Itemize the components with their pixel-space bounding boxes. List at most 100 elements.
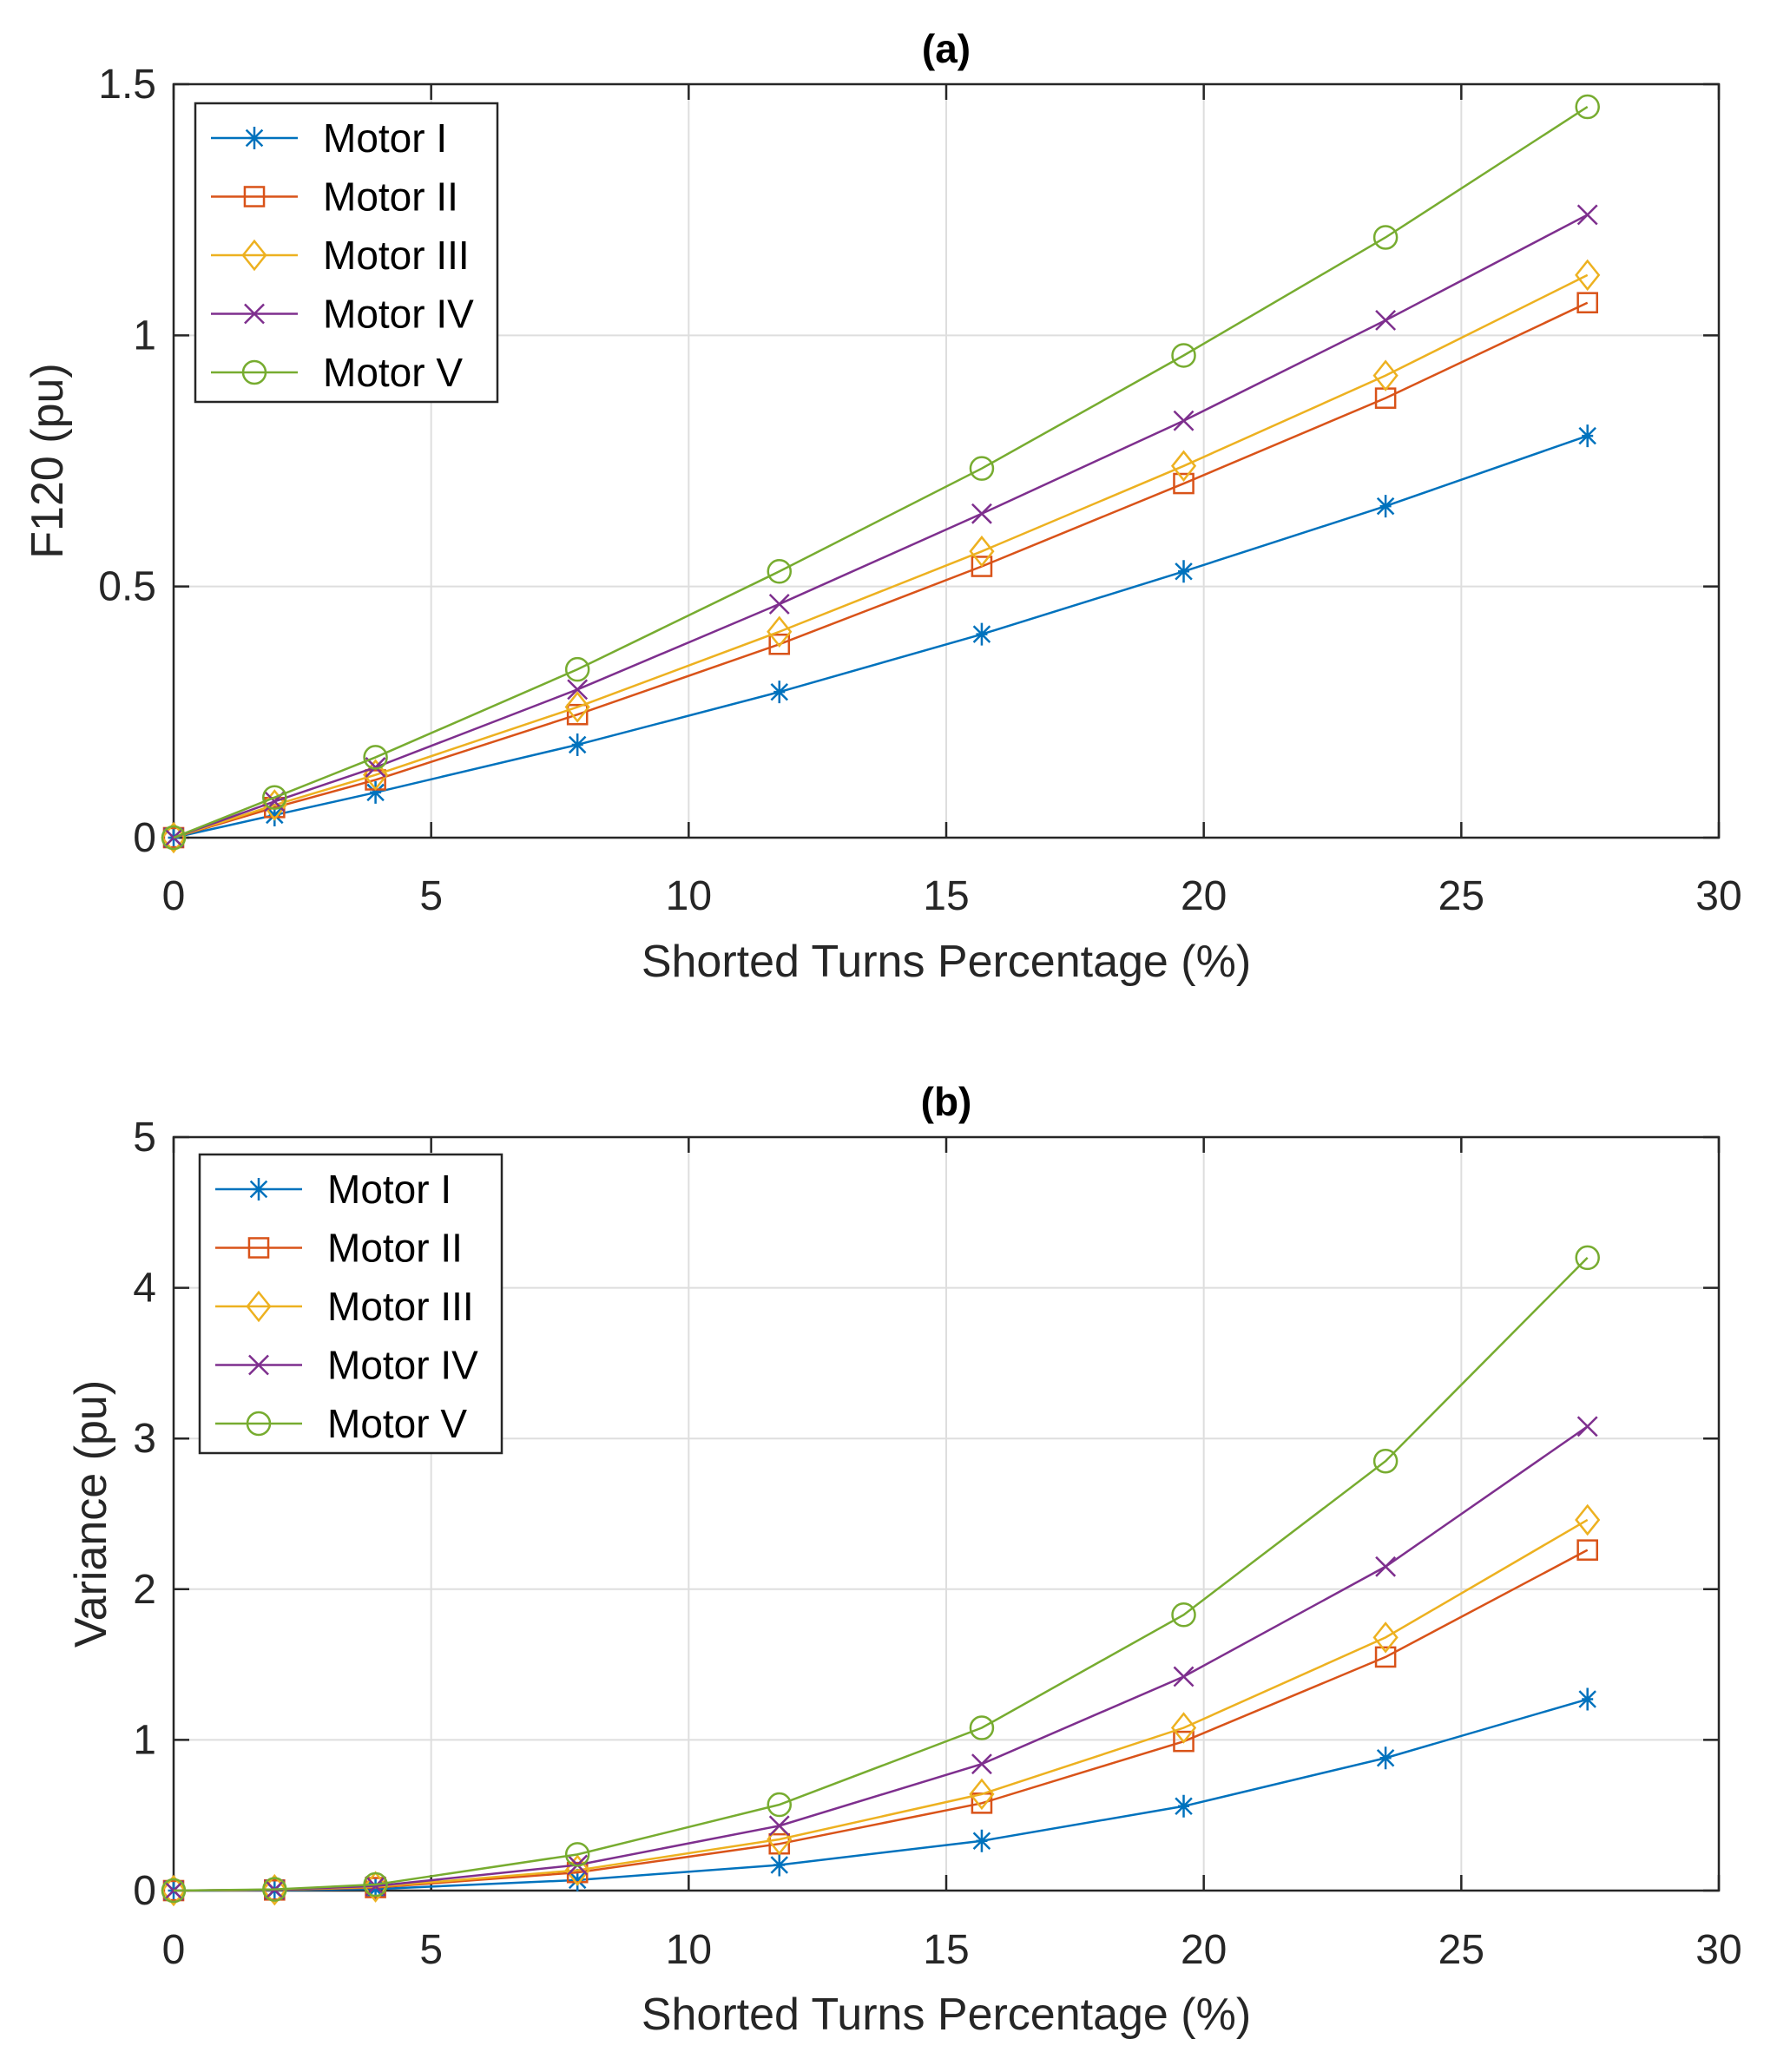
data-point: [770, 1853, 789, 1877]
legend-label: Motor II: [323, 174, 458, 220]
data-point: [1170, 450, 1197, 483]
data-point: [266, 803, 284, 826]
data-point: [1575, 1245, 1600, 1271]
data-point: [1175, 1794, 1193, 1818]
y-tick-label: 0.5: [98, 564, 156, 610]
legend-label: Motor III: [323, 233, 470, 278]
x-tick-label: 10: [666, 873, 712, 919]
chart-title: (a): [922, 26, 971, 71]
data-point: [1375, 1556, 1397, 1577]
data-point: [969, 1778, 995, 1811]
legend-label: Motor II: [327, 1226, 463, 1271]
data-point: [1578, 1687, 1596, 1711]
x-tick-label: 10: [666, 1927, 712, 1973]
legend-marker: [246, 1411, 272, 1437]
data-point: [971, 1753, 992, 1775]
legend-item: Motor III: [211, 233, 470, 278]
data-point: [1578, 424, 1596, 448]
data-point: [1173, 1730, 1195, 1753]
y-tick-label: 1.5: [98, 62, 156, 108]
data-point: [971, 503, 992, 524]
data-point: [1372, 225, 1399, 250]
data-point: [161, 825, 187, 851]
x-tick-label: 30: [1695, 1927, 1741, 1973]
legend-item: Motor IV: [211, 292, 474, 337]
x-tick-label: 5: [419, 1927, 443, 1973]
legend-label: Motor IV: [327, 1343, 478, 1388]
legend-marker: [246, 1290, 272, 1323]
data-point: [969, 535, 995, 568]
data-point: [1576, 1416, 1598, 1437]
legend-marker: [248, 1354, 269, 1376]
legend-marker: [243, 186, 266, 207]
y-axis-label: Variance (pu): [66, 1380, 116, 1648]
series-line: [173, 1256, 1589, 1892]
data-point: [568, 733, 587, 756]
legend-item: Motor II: [211, 174, 458, 220]
y-tick-label: 4: [133, 1266, 156, 1312]
legend-item: Motor V: [211, 350, 463, 395]
data-point: [1376, 1746, 1395, 1770]
data-point: [162, 826, 185, 849]
data-point: [262, 1877, 287, 1902]
data-point: [1173, 410, 1195, 431]
y-tick-label: 2: [133, 1567, 156, 1613]
data-point: [768, 633, 791, 655]
data-point: [362, 1871, 389, 1903]
legend-label: Motor V: [323, 350, 463, 395]
data-point: [1173, 1666, 1195, 1687]
data-point: [564, 656, 590, 682]
data-point: [568, 1868, 587, 1891]
x-axis-label: Shorted Turns Percentage (%): [642, 937, 1251, 987]
ticks: 0 5 10 15 20 25 30 0 0.5 1 1.5: [98, 62, 1741, 919]
x-axis-label: Shorted Turns Percentage (%): [642, 1990, 1251, 2040]
grid: [174, 1137, 1719, 1891]
legend: Motor I Motor II Motor III Motor IV Motor V: [194, 102, 499, 404]
legend-item: Motor III: [215, 1284, 474, 1329]
data-point: [1372, 1448, 1399, 1474]
data-point: [1374, 1646, 1397, 1668]
y-tick-label: 0: [133, 815, 156, 861]
data-point: [767, 615, 793, 648]
data-point: [365, 1875, 386, 1897]
legend-label: Motor V: [327, 1401, 467, 1446]
series-motor-iv: [163, 204, 1598, 848]
x-tick-label: 0: [162, 873, 186, 919]
data-point: [161, 1874, 187, 1907]
data-point: [768, 1815, 790, 1837]
data-point: [768, 593, 790, 615]
data-point: [971, 556, 993, 577]
data-point: [972, 1829, 991, 1852]
data-point: [767, 1792, 793, 1818]
data-point: [1576, 292, 1599, 314]
x-tick-label: 30: [1695, 873, 1741, 919]
x-tick-label: 25: [1438, 1927, 1484, 1973]
x-tick-label: 15: [923, 1927, 969, 1973]
x-tick-label: 0: [162, 1927, 186, 1973]
x-tick-label: 20: [1181, 1927, 1227, 1973]
data-point: [1170, 1712, 1197, 1744]
data-point: [1173, 472, 1195, 495]
x-tick-label: 5: [419, 873, 443, 919]
data-point: [1175, 560, 1193, 583]
legend-item: Motor V: [215, 1401, 467, 1446]
data-point: [770, 681, 789, 704]
data-point: [1372, 359, 1399, 391]
data-point: [969, 456, 995, 481]
series-motor-v: [161, 1245, 1600, 1904]
legend: Motor I Motor II Motor III Motor IV Motor V: [198, 1153, 503, 1455]
data-point: [363, 1871, 388, 1898]
legend-marker: [241, 239, 267, 272]
legend-item: Motor IV: [215, 1343, 478, 1388]
legend-marker: [249, 1178, 268, 1200]
x-tick-label: 15: [923, 873, 969, 919]
data-point: [1375, 310, 1397, 331]
y-tick-label: 1: [133, 1717, 156, 1763]
data-point: [366, 1878, 385, 1901]
data-point: [969, 1715, 995, 1740]
y-tick-label: 5: [133, 1115, 156, 1161]
legend-marker: [247, 1237, 270, 1259]
legend-marker: [245, 127, 264, 149]
data-point: [1575, 259, 1601, 292]
series-line: [173, 105, 1589, 839]
